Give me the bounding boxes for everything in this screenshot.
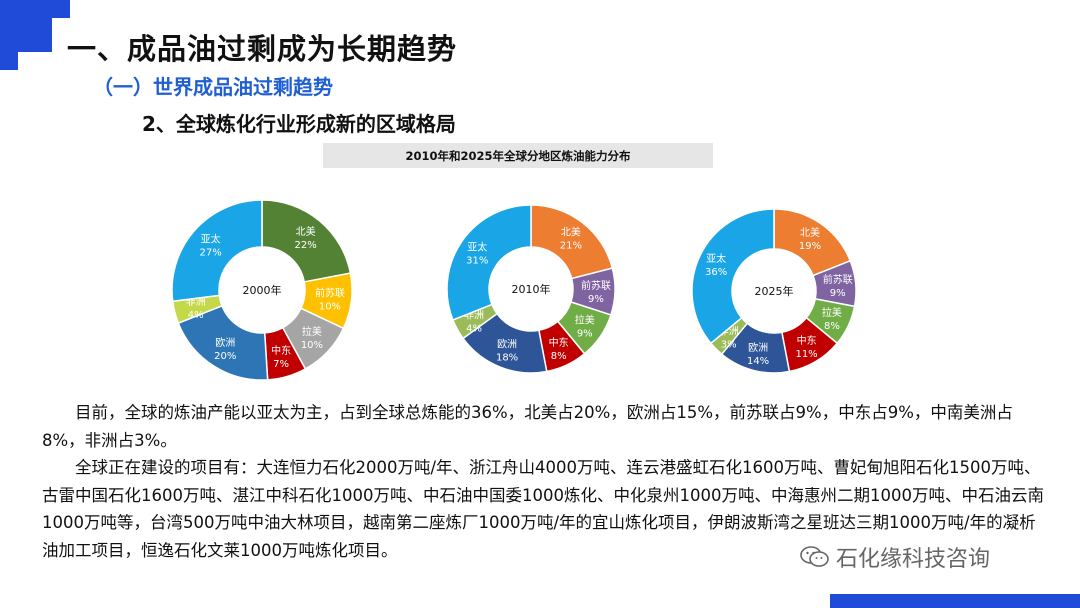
slice-亚太	[691, 208, 775, 345]
slice-label: 亚太	[201, 233, 221, 246]
paragraph-projects: 全球正在建设的项目有：大连恒力石化2000万吨/年、浙江舟山4000万吨、连云港…	[42, 458, 1044, 560]
slice-value-label: 19%	[799, 241, 821, 252]
page-title: 一、成品油过剩成为长期趋势	[67, 32, 458, 66]
slice-value-label: 31%	[466, 255, 488, 266]
slice-label: 拉美	[575, 314, 595, 327]
slice-value-label: 10%	[319, 302, 341, 313]
slice-value-label: 4%	[188, 310, 204, 321]
slice-value-label: 20%	[214, 351, 236, 362]
slice-value-label: 21%	[560, 241, 582, 252]
wechat-icon	[800, 546, 829, 567]
slice-label: 亚太	[706, 252, 726, 265]
slice-label: 欧洲	[497, 338, 517, 350]
donut-charts: 北美22%前苏联10%拉美10%中东7%欧洲20%非洲4%亚太27%2000年北…	[171, 199, 857, 381]
slice-value-label: 14%	[747, 356, 769, 367]
slice-value-label: 8%	[551, 351, 567, 362]
donut-center-label: 2000年	[243, 283, 282, 297]
slice-label: 北美	[561, 226, 581, 239]
corner-decoration	[0, 0, 52, 52]
slice-label: 亚太	[467, 240, 487, 253]
slice-label: 中东	[271, 344, 291, 357]
slice-value-label: 7%	[273, 359, 289, 370]
slice-label: 欧洲	[748, 342, 768, 354]
slice-label: 前苏联	[581, 279, 611, 292]
slice-value-label: 3%	[721, 339, 737, 350]
slice-value-label: 9%	[577, 329, 593, 340]
slice-亚太	[446, 204, 532, 321]
slice-label: 中东	[797, 334, 817, 347]
slice-label: 前苏联	[823, 273, 853, 286]
slice-value-label: 11%	[795, 349, 817, 360]
corner-decoration	[0, 52, 18, 70]
slice-value-label: 8%	[824, 321, 840, 332]
donut-center-label: 2025年	[755, 284, 794, 298]
slice-value-label: 18%	[496, 352, 518, 363]
slice-value-label: 22%	[295, 240, 317, 251]
slice-label: 北美	[296, 225, 316, 238]
watermark-text: 石化缘科技咨询	[836, 547, 991, 572]
slice-亚太	[171, 199, 263, 303]
chart-title: 2010年和2025年全球分地区炼油能力分布	[323, 143, 713, 168]
slice-value-label: 27%	[200, 248, 222, 259]
body-text: 目前，全球的炼油产能以亚太为主，占到全球总炼能的36%，北美占20%，欧洲占15…	[42, 399, 1052, 564]
slice-label: 拉美	[822, 306, 842, 319]
slice-value-label: 9%	[588, 294, 604, 305]
bottom-decoration	[830, 594, 1080, 608]
corner-decoration	[52, 0, 70, 18]
slice-欧洲	[177, 304, 269, 381]
slice-label: 北美	[800, 226, 820, 239]
slice-label: 拉美	[302, 325, 322, 338]
watermark: 石化缘科技咨询	[800, 541, 990, 573]
slice-label: 欧洲	[215, 337, 235, 349]
donut-center-label: 2010年	[512, 282, 551, 296]
slice-value-label: 10%	[301, 340, 323, 351]
slice-value-label: 36%	[705, 267, 727, 278]
paragraph-capacity: 目前，全球的炼油产能以亚太为主，占到全球总炼能的36%，北美占20%，欧洲占15…	[42, 403, 1013, 450]
section-subtitle: （一）世界成品油过剩趋势	[93, 75, 333, 99]
slice-value-label: 9%	[830, 288, 846, 299]
slice-label: 前苏联	[315, 287, 345, 300]
slice-value-label: 4%	[466, 323, 482, 334]
slice-label: 中东	[549, 336, 569, 349]
slice-北美	[261, 199, 352, 283]
subsection-subtitle: 2、全球炼化行业形成新的区域格局	[142, 112, 456, 136]
